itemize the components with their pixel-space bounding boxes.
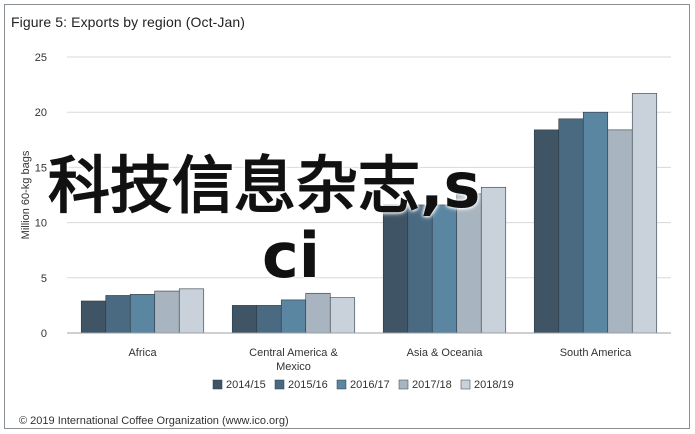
bar: [533, 129, 560, 334]
legend-swatch: [460, 379, 471, 390]
bar: [480, 186, 507, 334]
bar: [456, 193, 482, 334]
bar: [607, 129, 633, 334]
y-tick-label: 15: [35, 162, 47, 174]
legend-label: 2016/17: [350, 379, 390, 391]
bar: [305, 292, 331, 334]
x-tick-label: South America: [560, 347, 632, 359]
bar: [231, 305, 258, 334]
figure-frame: Figure 5: Exports by region (Oct-Jan) 0 5…: [4, 4, 690, 429]
x-tick-label: Mexico: [276, 361, 311, 373]
bar: [407, 204, 433, 334]
bar: [280, 299, 307, 334]
bar: [382, 204, 409, 334]
chart-title: Figure 5: Exports by region (Oct-Jan): [11, 14, 246, 30]
bar: [582, 111, 609, 334]
bar: [631, 93, 658, 334]
y-tick-label: 25: [35, 52, 47, 64]
watermark-overlay-text-2: ci: [262, 219, 321, 292]
bar: [256, 305, 282, 334]
y-tick-label: 0: [41, 328, 47, 340]
bar: [329, 297, 356, 334]
legend-label: 2015/16: [288, 379, 328, 391]
bar: [558, 118, 584, 334]
legend-swatch: [212, 379, 223, 390]
bar: [80, 300, 107, 334]
legend-swatch: [336, 379, 347, 390]
y-tick-label: 5: [41, 273, 47, 285]
x-tick-label: Central America &: [249, 347, 338, 359]
legend-label: 2014/15: [226, 379, 266, 391]
y-tick-label: 20: [35, 107, 47, 119]
bar-chart: 0 5 10 15 20 25 Million 60-kg bags Africa Centra…: [20, 52, 671, 391]
bar: [129, 294, 156, 334]
y-axis-label: Million 60-kg bags: [20, 150, 32, 239]
legend-label: 2018/19: [474, 379, 514, 391]
x-tick-label: Africa: [128, 347, 157, 359]
source-footer: © 2019 International Coffee Organization…: [19, 415, 289, 427]
bar: [105, 295, 131, 334]
x-tick-label: Asia & Oceania: [407, 347, 484, 359]
bar: [154, 290, 180, 334]
legend-swatch: [274, 379, 285, 390]
legend-swatch: [398, 379, 409, 390]
y-tick-label: 10: [35, 218, 47, 230]
bar: [178, 288, 205, 334]
legend-label: 2017/18: [412, 379, 452, 391]
bar: [431, 204, 458, 334]
